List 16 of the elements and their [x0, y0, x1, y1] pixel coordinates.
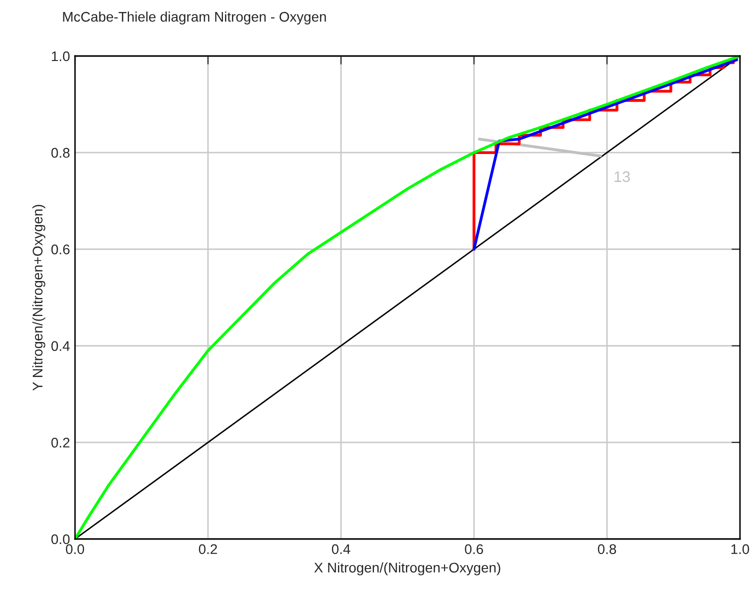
y-tick-label: 0.8	[51, 148, 70, 158]
x-tick-label: 0.4	[332, 544, 350, 554]
y-tick-label: 0.2	[51, 438, 70, 448]
x-tick-label: 0.6	[464, 544, 484, 554]
y-tick-label: 0.0	[51, 534, 70, 544]
x-tick-label: 0.0	[66, 544, 84, 554]
chart-title: McCabe-Thiele diagram Nitrogen - Oxygen	[63, 12, 326, 24]
y-tick-label: 0.6	[51, 244, 70, 254]
x-tick-label: 1.0	[731, 544, 750, 554]
x-axis-title: X Nitrogen/(Nitrogen+Oxygen)	[314, 562, 500, 576]
y-tick-label: 1.0	[52, 51, 70, 62]
y-tick-label: 0.4	[51, 341, 70, 351]
x-tick-label: 0.8	[598, 544, 616, 554]
y-axis-title: Y Nitrogen/(Nitrogen+Oxygen)	[32, 204, 46, 391]
x-tick-label: 0.2	[198, 544, 217, 554]
annotation: 13	[614, 171, 630, 182]
